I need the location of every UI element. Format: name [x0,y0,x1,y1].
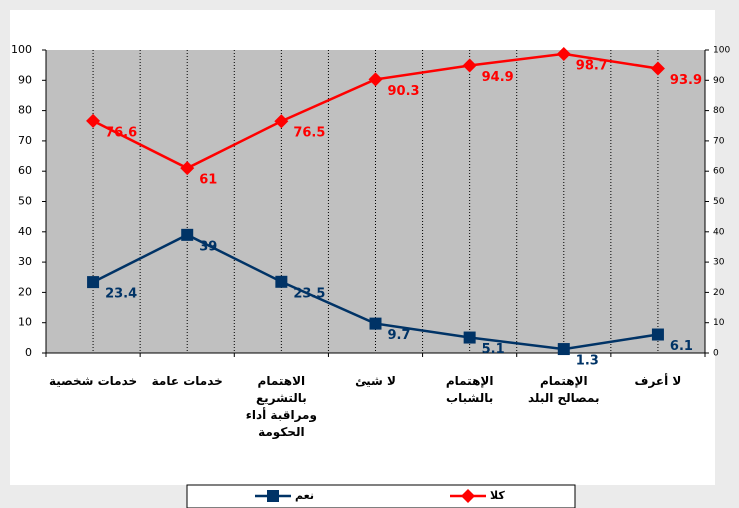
data-label: 23.5 [293,286,325,301]
y2-tick-label: 80 [713,106,725,116]
data-label: 23.4 [105,287,137,302]
data-label: 90.3 [388,84,420,99]
y-tick-label: 60 [18,164,32,177]
y-tick-label: 30 [18,255,32,268]
x-tick-label: الاهتمام بالتشريع ومراقبة أداء الحكومة [245,374,317,439]
data-point [463,331,476,344]
y-tick-label: 0 [25,346,32,359]
data-point [651,328,664,341]
data-label: 76.5 [293,126,325,141]
data-point [369,317,382,330]
y2-tick-label: 0 [713,349,719,359]
y-tick-label: 50 [18,195,32,208]
data-label: 39 [199,239,217,254]
legend-label: نعم [295,489,314,502]
data-point [180,161,195,176]
data-point [274,114,289,129]
x-tick-label: خدمات شخصية [48,374,138,388]
legend-marker [461,489,475,503]
y2-tick-label: 90 [713,76,725,86]
y2-tick-label: 10 [713,318,725,328]
y2-tick-label: 50 [713,197,725,207]
y2-tick-label: 40 [713,227,725,237]
y-tick-label: 100 [11,43,32,56]
y-tick-label: 40 [18,225,32,238]
data-label: 76.6 [105,125,137,140]
legend-box [186,484,576,508]
data-label: 94.9 [482,70,514,85]
x-tick-label: الإهتمام بمصالح البلد [528,374,600,405]
data-label: 5.1 [482,342,505,357]
data-point [556,46,571,61]
legend-label: كلا [490,489,505,502]
data-point [462,58,477,73]
y2-tick-label: 70 [713,136,725,146]
data-point [181,228,194,241]
x-tick-label: لا شيئ [355,374,396,388]
y-tick-label: 10 [18,316,32,329]
y2-tick-label: 100 [713,46,730,56]
data-label: 61 [199,173,217,188]
y-tick-label: 20 [18,285,32,298]
data-label: 93.9 [670,73,702,88]
x-tick-label: الإهتمام بالشباب [445,374,494,405]
data-point [275,275,288,288]
data-point [368,72,383,87]
data-point [650,61,665,76]
data-label: 98.7 [576,58,608,73]
x-tick-label: خدمات عامة [151,374,223,388]
data-label: 1.3 [576,354,599,369]
legend-marker [267,490,279,502]
y2-tick-label: 30 [713,258,725,268]
data-point [557,343,570,356]
y2-tick-label: 20 [713,288,725,298]
y2-tick-label: 60 [713,167,725,177]
data-label: 6.1 [670,339,693,354]
y-tick-label: 70 [18,134,32,147]
data-label: 9.7 [388,328,411,343]
data-point [87,276,100,289]
x-tick-label: لا أعرف [634,374,682,388]
y-tick-label: 90 [18,73,32,86]
data-point [86,113,101,128]
y-tick-label: 80 [18,104,32,117]
